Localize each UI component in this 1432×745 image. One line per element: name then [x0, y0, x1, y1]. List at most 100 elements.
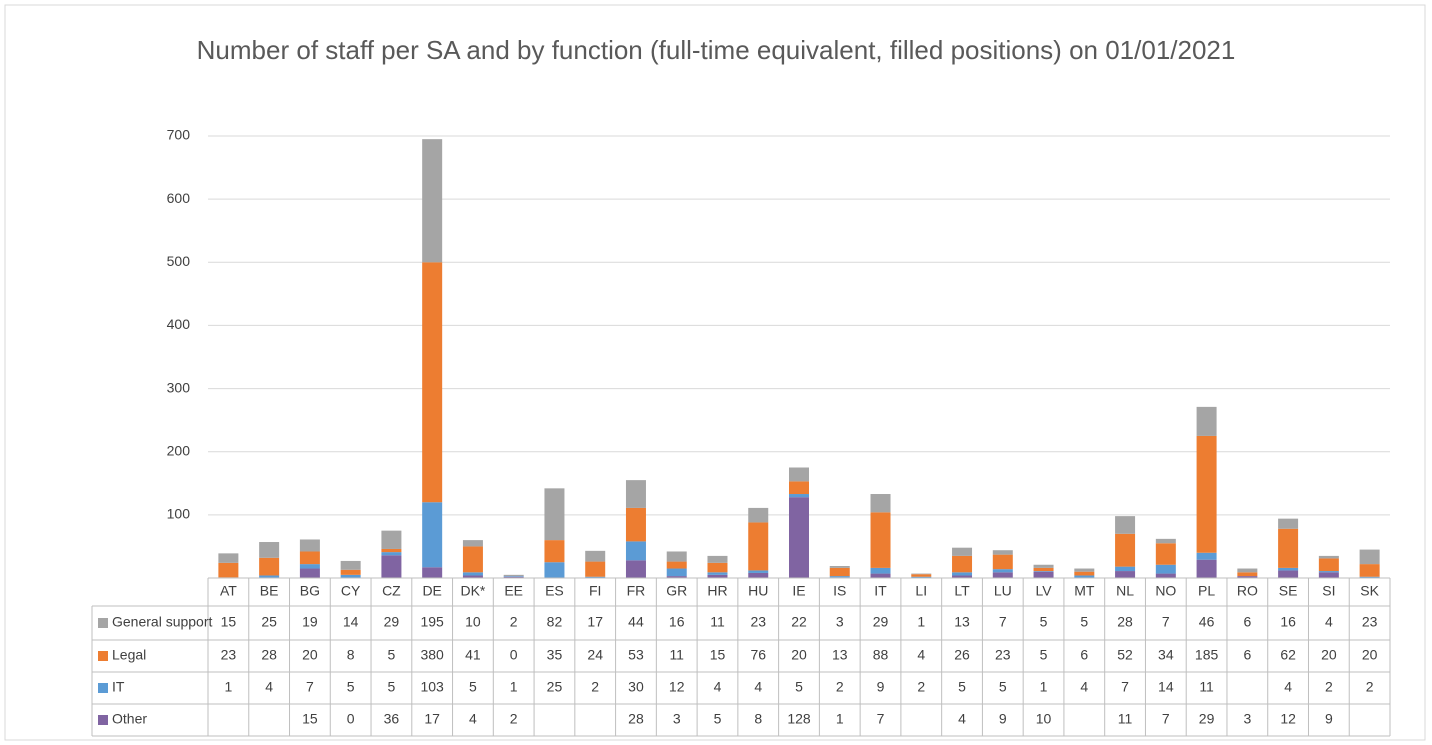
table-value: 52 [1117, 647, 1133, 663]
bar-segment [462, 540, 483, 547]
bar-segment [1278, 567, 1299, 571]
table-value: 5 [388, 679, 396, 695]
table-value: 2 [510, 711, 518, 727]
bar-segment [992, 550, 1013, 555]
bar-segment [1237, 572, 1258, 577]
legend-label: IT [112, 679, 125, 695]
bar-segment [789, 494, 809, 498]
x-tick-label: SK [1360, 583, 1379, 599]
bar-segment [259, 575, 280, 578]
bar-segment [789, 497, 809, 578]
bar-segment [666, 561, 687, 569]
x-tick-label: FI [589, 583, 601, 599]
bar-segment [666, 576, 687, 578]
x-tick-label: IE [792, 583, 805, 599]
x-tick-label: IT [874, 583, 887, 599]
table-value: 11 [1199, 679, 1214, 695]
x-tick-label: ES [545, 583, 564, 599]
table-value: 5 [469, 679, 477, 695]
table-value: 11 [669, 647, 684, 663]
bar-segment [870, 567, 891, 574]
table-value: 23 [750, 614, 766, 630]
table-value: 4 [714, 679, 722, 695]
x-tick-label: SE [1279, 583, 1298, 599]
table-value: 4 [958, 711, 966, 727]
table-value: 20 [791, 647, 807, 663]
table-value: 6 [1243, 647, 1251, 663]
x-tick-label: RO [1237, 583, 1258, 599]
bar-segment [299, 539, 320, 552]
table-value: 13 [954, 614, 970, 630]
table-value: 16 [669, 614, 685, 630]
table-value: 7 [999, 614, 1007, 630]
bar-segment [625, 560, 646, 578]
table-value: 5 [1040, 614, 1048, 630]
bar-segment [707, 574, 728, 578]
table-value: 15 [221, 614, 237, 630]
bar-segment [381, 548, 402, 553]
table-value: 1 [836, 711, 844, 727]
table-value: 12 [1280, 711, 1296, 727]
table-value: 6 [1080, 647, 1088, 663]
bar-segment [911, 573, 932, 575]
bar-segment [707, 572, 728, 575]
x-tick-label: NO [1155, 583, 1176, 599]
bar-segment [707, 555, 728, 563]
bar-segment [666, 551, 687, 562]
table-value: 5 [1080, 614, 1088, 630]
table-value: 20 [302, 647, 318, 663]
bar-segment [870, 512, 891, 568]
bar-segment [218, 562, 239, 578]
bar-segment [625, 507, 646, 542]
table-value: 5 [1040, 647, 1048, 663]
bar-segment [992, 572, 1013, 578]
bar-segment [992, 554, 1013, 570]
bar-segment [503, 576, 524, 578]
table-value: 4 [917, 647, 925, 663]
bar-segment [1155, 543, 1176, 565]
table-value: 103 [420, 679, 444, 695]
x-tick-label: SI [1322, 583, 1335, 599]
table-value: 4 [1325, 614, 1333, 630]
table-value: 53 [628, 647, 644, 663]
bar-segment [1196, 559, 1217, 578]
bar-segment [585, 576, 606, 578]
bar-segment [1318, 572, 1339, 578]
table-value: 28 [628, 711, 644, 727]
bar-segment [748, 570, 769, 573]
x-tick-label: CY [341, 583, 361, 599]
table-value: 62 [1280, 647, 1296, 663]
bar-segment [462, 546, 483, 573]
table-value: 0 [510, 647, 518, 663]
bar-segment [829, 567, 850, 577]
bar-segment [789, 467, 809, 482]
bar-segment [952, 547, 973, 556]
x-tick-label: BE [260, 583, 279, 599]
bar-segment [789, 481, 809, 495]
bar-segment [585, 561, 606, 577]
table-value: 1 [1040, 679, 1048, 695]
table-value: 8 [754, 711, 762, 727]
bar-segment [1196, 406, 1217, 436]
table-value: 2 [1366, 679, 1374, 695]
bar-segment [1115, 566, 1136, 572]
bar-segment [585, 550, 606, 562]
table-value: 5 [999, 679, 1007, 695]
table-value: 7 [1121, 679, 1129, 695]
table-value: 20 [1321, 647, 1337, 663]
table-value: 20 [1362, 647, 1378, 663]
bar-segment [299, 551, 320, 565]
bar-segment [1237, 568, 1258, 573]
legend-swatch [98, 651, 108, 661]
table-value: 2 [591, 679, 599, 695]
x-tick-label: HU [748, 583, 768, 599]
table-value: 2 [917, 679, 925, 695]
table-value: 4 [265, 679, 273, 695]
x-tick-label: DE [422, 583, 441, 599]
x-tick-label: LV [1036, 583, 1053, 599]
legend-label: Other [112, 711, 147, 727]
x-tick-label: GR [666, 583, 687, 599]
bar-segment [952, 575, 973, 578]
bar-segment [952, 555, 973, 573]
bar-segment [829, 576, 850, 578]
